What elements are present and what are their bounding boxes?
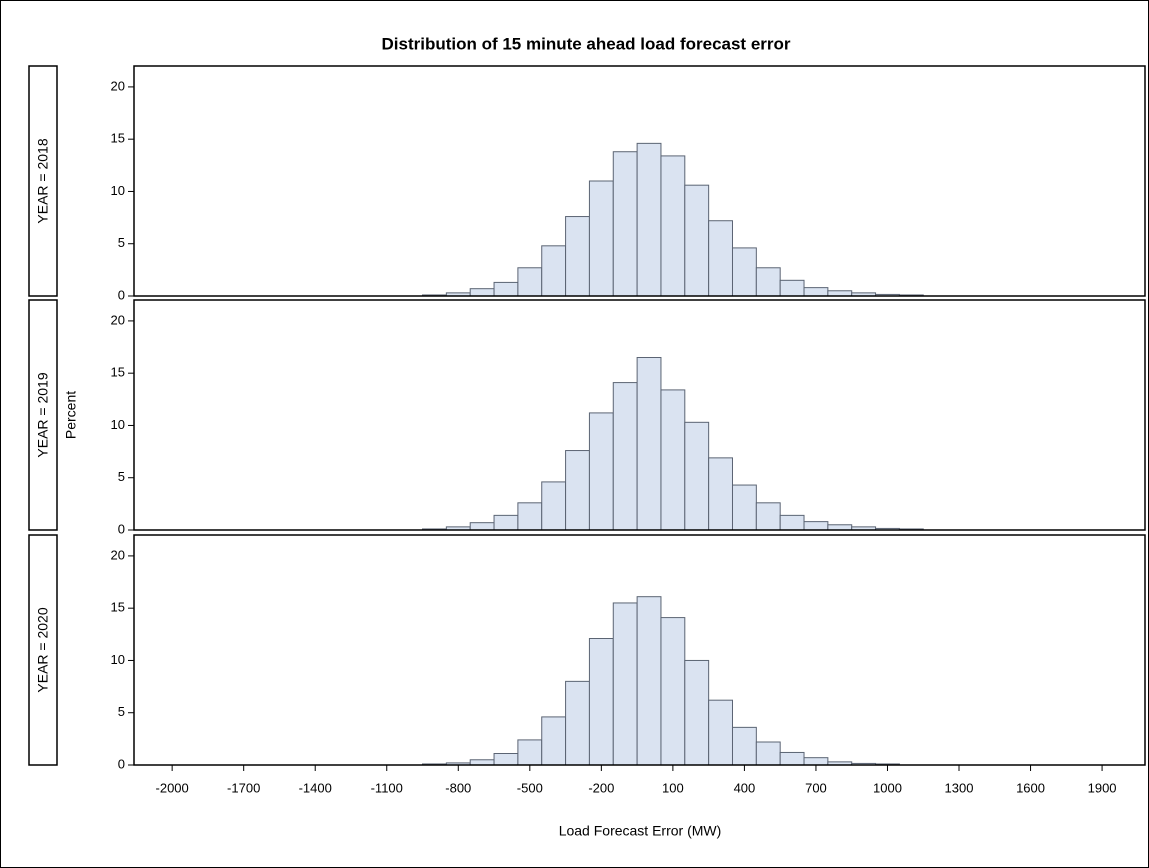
bar xyxy=(517,502,543,531)
bar xyxy=(612,602,638,766)
y-tick-label: 20 xyxy=(111,312,125,327)
bar xyxy=(803,287,829,297)
bar xyxy=(636,142,662,297)
bar xyxy=(541,716,567,766)
x-tick-label: 700 xyxy=(805,780,827,795)
bar xyxy=(612,151,638,297)
y-tick-label: 0 xyxy=(118,521,125,536)
row-label: YEAR = 2020 xyxy=(35,607,51,692)
panel-frame xyxy=(133,534,1146,766)
bar xyxy=(636,596,662,766)
bar xyxy=(588,412,614,531)
x-tick-label: -200 xyxy=(588,780,614,795)
x-tick-label: 100 xyxy=(662,780,684,795)
bar xyxy=(565,450,590,531)
y-tick-label: 0 xyxy=(118,287,125,302)
bar xyxy=(612,382,638,531)
y-tick-label: 10 xyxy=(111,183,125,198)
bar xyxy=(636,357,662,531)
bar xyxy=(827,524,853,531)
bar xyxy=(493,281,519,297)
bar xyxy=(517,267,543,297)
y-tick-label: 10 xyxy=(111,652,125,667)
y-tick-label: 5 xyxy=(118,235,125,250)
x-axis-label: Load Forecast Error (MW) xyxy=(559,823,722,839)
y-tick-label: 15 xyxy=(111,365,125,380)
row-label-box xyxy=(28,65,58,297)
bar xyxy=(684,421,710,531)
bar xyxy=(493,753,519,766)
y-tick-label: 15 xyxy=(111,600,125,615)
bar xyxy=(708,699,733,766)
bar xyxy=(803,757,829,766)
bar xyxy=(779,514,805,531)
bar xyxy=(588,180,614,297)
x-tick-label: 1300 xyxy=(945,780,974,795)
y-axis-label: Percent xyxy=(63,391,79,439)
bar xyxy=(565,216,590,297)
x-tick-label: -500 xyxy=(517,780,543,795)
bar xyxy=(708,220,733,297)
bar xyxy=(708,457,733,531)
y-tick-label: 0 xyxy=(118,756,125,771)
y-tick-label: 15 xyxy=(111,131,125,146)
y-tick-label: 20 xyxy=(111,78,125,93)
bar xyxy=(827,290,853,297)
y-tick-label: 10 xyxy=(111,417,125,432)
y-tick-label: 5 xyxy=(118,469,125,484)
bar xyxy=(517,739,543,766)
bar xyxy=(469,759,495,766)
bar xyxy=(469,522,495,531)
y-tick-label: 5 xyxy=(118,704,125,719)
x-tick-label: 1000 xyxy=(873,780,902,795)
bar xyxy=(731,484,757,531)
x-tick-label: -800 xyxy=(445,780,471,795)
bar xyxy=(684,659,710,766)
bar xyxy=(731,726,757,766)
bar xyxy=(755,741,781,766)
bar xyxy=(803,521,829,531)
x-tick-label: 1900 xyxy=(1088,780,1117,795)
bar xyxy=(541,481,567,531)
bar xyxy=(684,184,710,297)
bar xyxy=(755,267,781,297)
bar xyxy=(541,245,567,297)
bar xyxy=(779,279,805,297)
bar xyxy=(660,155,686,297)
bar xyxy=(660,617,686,766)
row-label: YEAR = 2019 xyxy=(35,372,51,457)
row-label: YEAR = 2018 xyxy=(35,138,51,223)
x-tick-label: 1600 xyxy=(1016,780,1045,795)
bar xyxy=(660,389,686,531)
bar xyxy=(779,751,805,766)
panel-frame xyxy=(133,299,1146,531)
row-label-box xyxy=(28,534,58,766)
row-label-box xyxy=(28,299,58,531)
x-tick-label: -1400 xyxy=(299,780,332,795)
y-tick-label: 20 xyxy=(111,547,125,562)
bar xyxy=(755,502,781,531)
bar xyxy=(493,514,519,531)
panel-frame xyxy=(133,65,1146,297)
x-tick-label: 400 xyxy=(734,780,756,795)
x-tick-label: -1700 xyxy=(227,780,260,795)
x-tick-label: -1100 xyxy=(371,780,403,795)
bar xyxy=(469,288,495,297)
chart-title: Distribution of 15 minute ahead load for… xyxy=(381,34,790,53)
x-tick-label: -2000 xyxy=(156,780,189,795)
bar xyxy=(565,680,590,766)
bar xyxy=(588,638,614,766)
bar xyxy=(731,247,757,297)
